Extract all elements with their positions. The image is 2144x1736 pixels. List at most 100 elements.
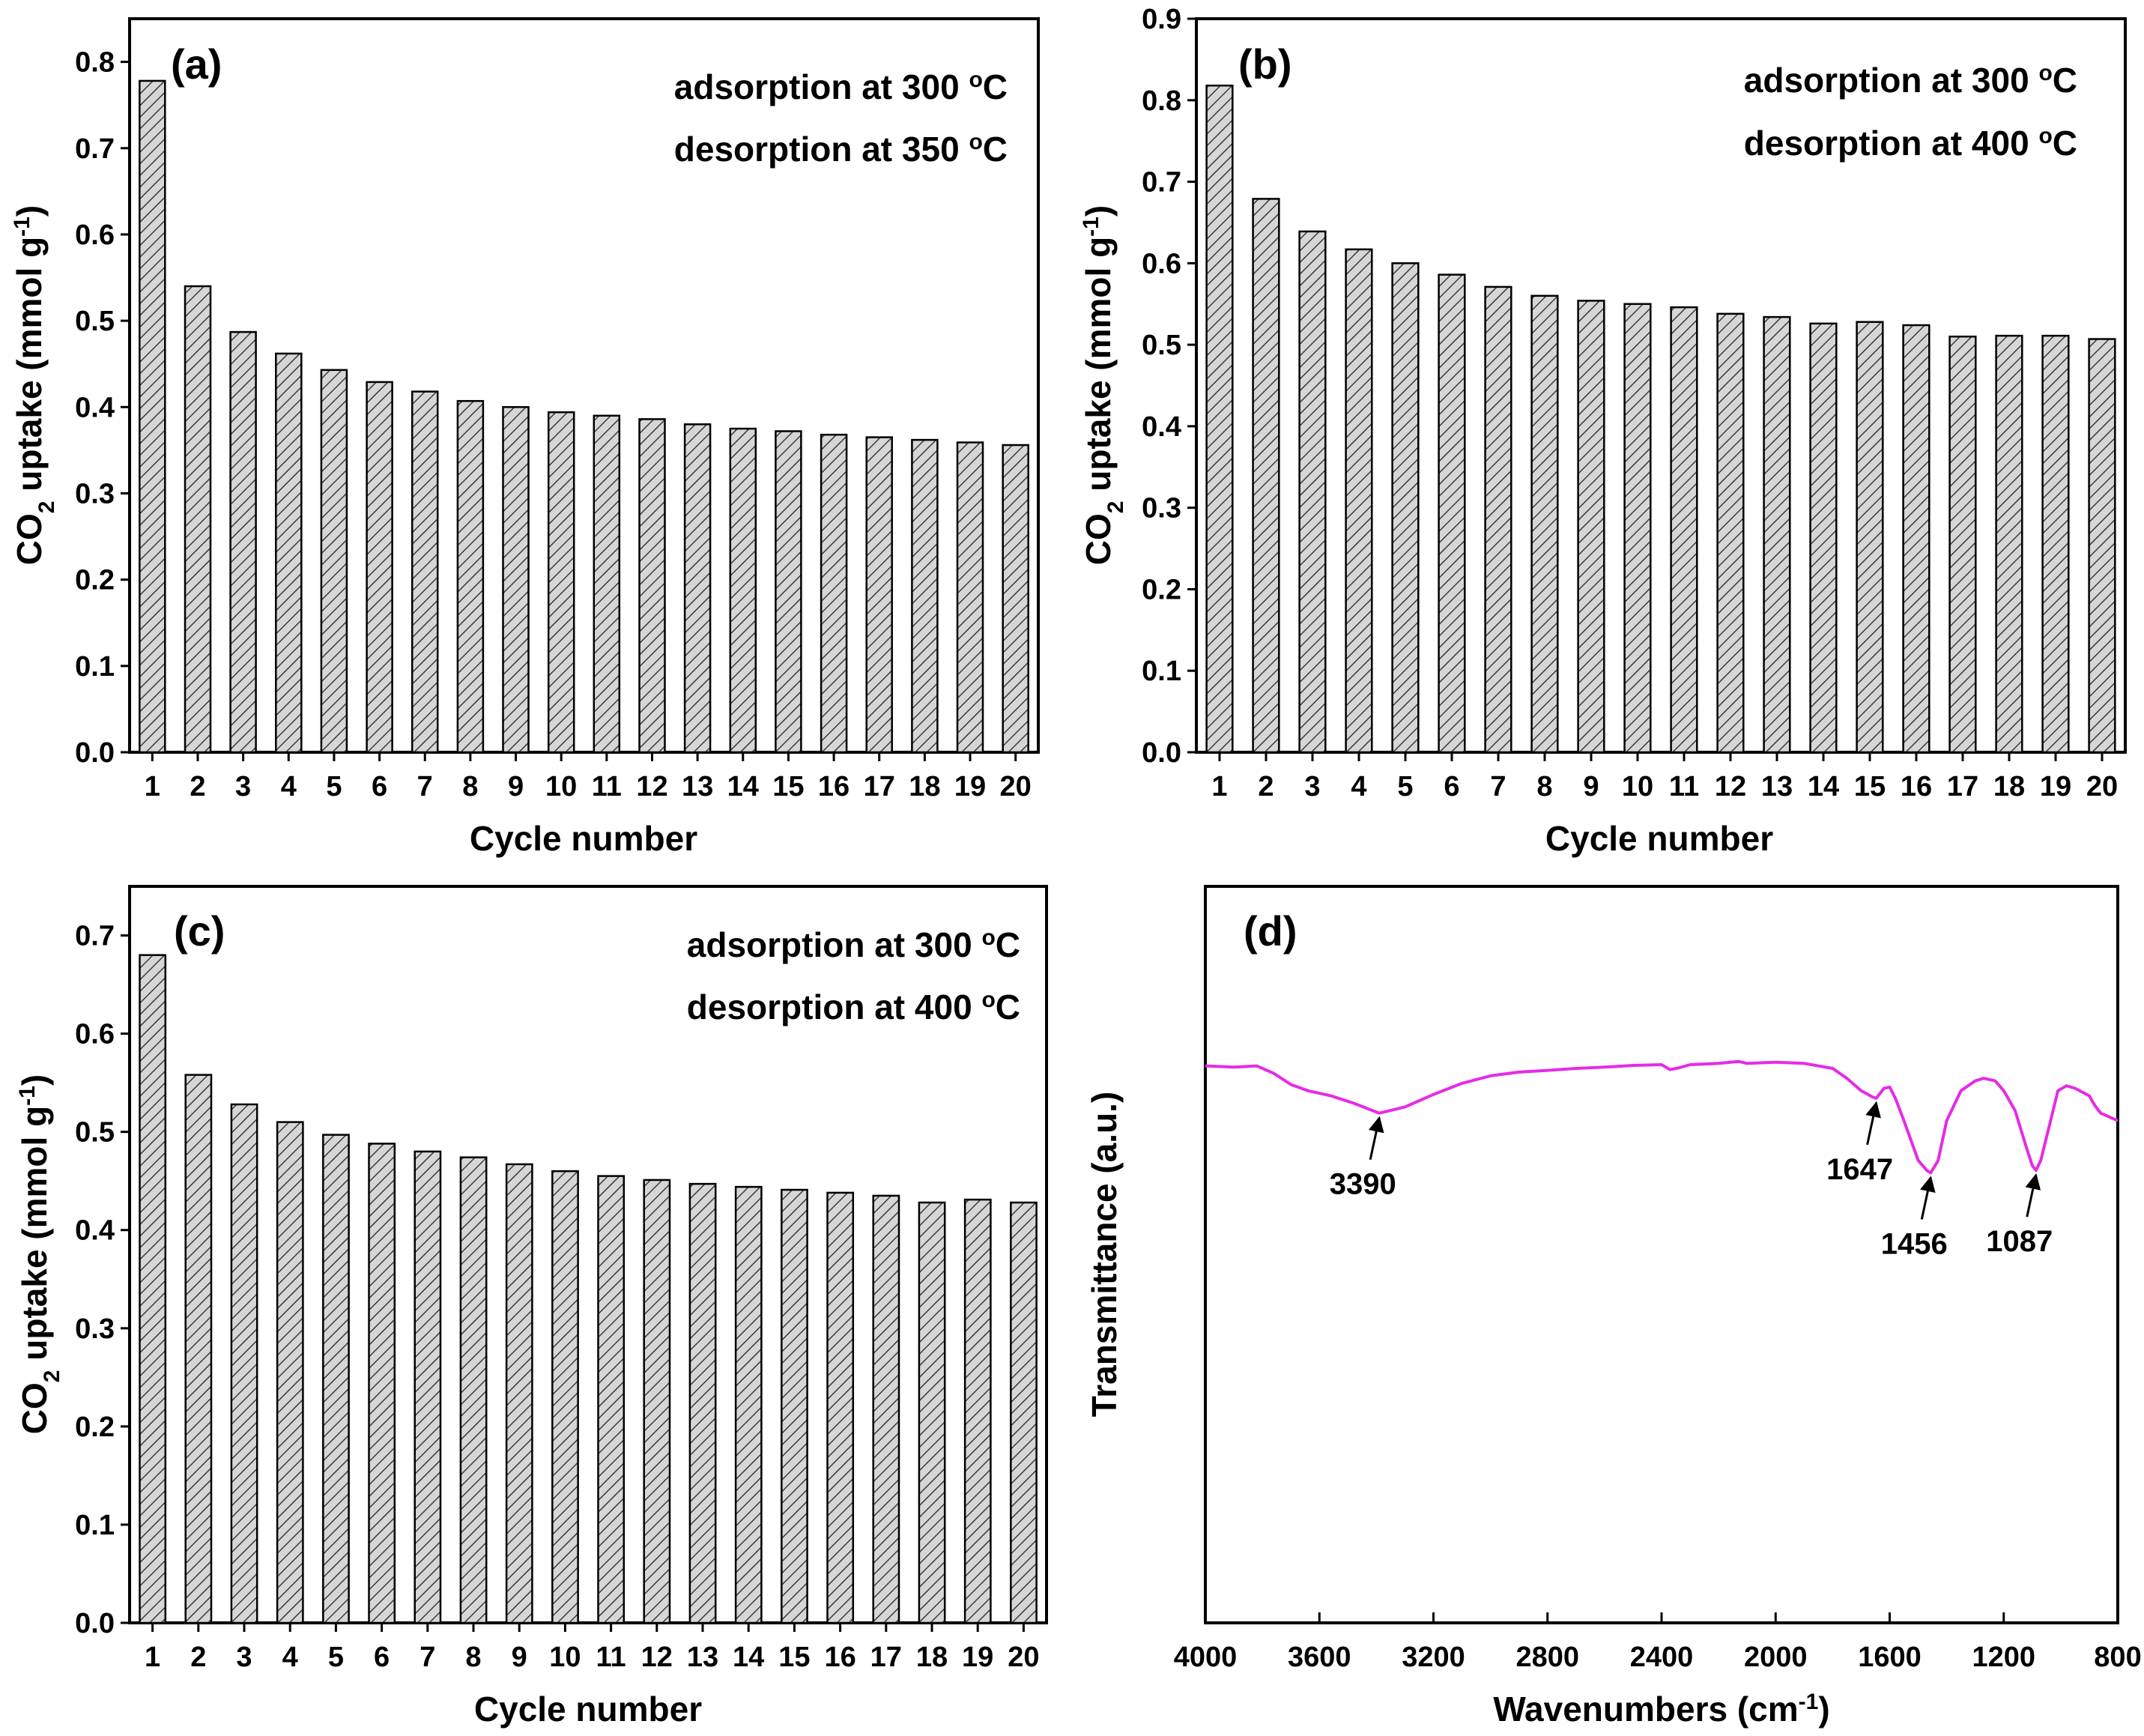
x-tick-label: 14 — [1808, 771, 1839, 802]
x-tick-label: 16 — [818, 771, 850, 802]
x-tick-label: 6 — [372, 771, 387, 802]
plot-frame-c — [128, 885, 1048, 1624]
x-tick-label: 4 — [282, 1642, 298, 1673]
x-tick-label: 15 — [1854, 771, 1886, 802]
bar — [551, 1170, 579, 1624]
x-tick-label: 16 — [1901, 771, 1932, 802]
bar — [775, 430, 802, 754]
annotation-a-desorption: desorption at 350 oC — [674, 130, 1008, 169]
x-tick-label: 1 — [145, 771, 160, 802]
y-ticks-c: 0.0 0.1 0.2 0.3 0.4 0.5 0.6 0.7 — [75, 921, 130, 1639]
x-tick-label: 13 — [687, 1642, 718, 1673]
x-tick-label: 15 — [778, 1642, 810, 1673]
bar — [411, 390, 439, 754]
x-axis-title-d: Wavenumbers (cm-1) — [1493, 1690, 1829, 1729]
x-tick-label: 7 — [1490, 771, 1506, 802]
bar — [2088, 338, 2116, 754]
chart-panel-d: 4000 3600 3200 2800 2400 2000 1600 1200 800 3390… — [1085, 885, 2142, 1729]
y-ticks-b: 0.0 0.1 0.2 0.3 0.4 0.5 0.6 0.7 0.8 0.9 — [1142, 4, 1196, 769]
bar — [2041, 334, 2070, 754]
x-tick-label: 9 — [512, 1642, 527, 1673]
bars-a — [139, 79, 1029, 754]
x-tick-label: 1200 — [1972, 1642, 2035, 1673]
bar — [734, 1185, 763, 1624]
x-tick-label: 1 — [145, 1642, 160, 1673]
bar — [1948, 335, 1977, 754]
bar — [275, 352, 303, 754]
x-tick-label: 19 — [962, 1642, 993, 1673]
bar — [1902, 324, 1930, 754]
x-tick-label: 17 — [864, 771, 895, 802]
bar — [865, 436, 893, 754]
x-tick-label: 18 — [909, 771, 940, 802]
y-tick-label: 0.2 — [75, 1412, 115, 1443]
y-tick-label: 0.3 — [75, 1313, 115, 1345]
bar — [781, 1188, 808, 1624]
y-axis-title-a: CO2 uptake (mmol g-1) — [10, 205, 59, 565]
x-tick-label: 3 — [1304, 771, 1320, 802]
y-tick-label: 0.8 — [75, 47, 115, 79]
x-tick-label: 8 — [462, 771, 478, 802]
bar — [1670, 306, 1698, 754]
y-tick-label: 0.2 — [1142, 574, 1181, 605]
y-tick-label: 0.7 — [75, 921, 115, 952]
chart-panel-c: 0.00.10.20.30.40.50.60.7 1 2 3 4 5 6 7 8 9 10 11 12… — [15, 885, 1048, 1729]
bar — [1252, 198, 1280, 754]
peak-arrow — [1920, 1176, 1936, 1220]
y-axis-title-b: CO2 uptake (mmol g-1) — [1079, 205, 1128, 565]
y-ticks-a: 0.0 0.1 0.2 0.3 0.4 0.5 0.6 0.7 0.8 — [75, 47, 130, 769]
bar — [597, 1175, 626, 1624]
x-ticks-c: 1 2 3 4 5 6 7 8 9 10 11 12 13 14 15 16 17 18 19 20 — [145, 1623, 1040, 1673]
bar — [1205, 84, 1234, 754]
bar — [643, 1179, 671, 1624]
plot-frame-a — [128, 17, 1040, 754]
x-tick-label: 11 — [1669, 771, 1699, 802]
bar — [368, 1143, 396, 1624]
annotation-c-adsorption: adsorption at 300 oC — [687, 925, 1020, 965]
bar — [547, 411, 575, 754]
bar — [456, 399, 485, 754]
bar — [230, 1103, 258, 1624]
y-tick-label: 0.4 — [1142, 411, 1181, 443]
x-axis-title-b: Cycle number — [1545, 819, 1773, 858]
x-tick-label: 15 — [772, 771, 804, 802]
bar — [322, 1134, 350, 1624]
x-tick-label: 4000 — [1174, 1642, 1238, 1673]
x-tick-label: 10 — [545, 771, 577, 802]
x-tick-label: 13 — [1761, 771, 1793, 802]
bar — [1856, 321, 1884, 754]
x-tick-label: 2400 — [1630, 1642, 1694, 1673]
x-tick-label: 1 — [1211, 771, 1227, 802]
bar — [956, 441, 984, 754]
x-tick-label: 5 — [328, 1642, 344, 1673]
bar — [1345, 248, 1373, 754]
bar — [1002, 444, 1029, 754]
x-tick-label: 20 — [1008, 1642, 1039, 1673]
y-tick-label: 0.6 — [75, 220, 115, 251]
bar — [366, 381, 393, 754]
x-tick-label: 4 — [281, 771, 297, 802]
x-tick-label: 3 — [236, 1642, 252, 1673]
panel-label-c: (c) — [174, 907, 225, 955]
x-tick-label: 20 — [1000, 771, 1032, 802]
x-tick-label: 3200 — [1402, 1642, 1465, 1673]
chart-panel-a: 0.00.10.20.30.40.50.60.70.8 1 2 3 4 5 6 7 8 9 10 1… — [10, 17, 1040, 858]
x-tick-label: 5 — [1397, 771, 1413, 802]
bar — [502, 406, 530, 754]
bar — [139, 79, 166, 754]
y-tick-label: 0.0 — [75, 1608, 115, 1639]
bar — [963, 1198, 992, 1624]
bar — [184, 1074, 213, 1624]
y-tick-label: 0.6 — [1142, 248, 1181, 279]
y-tick-label: 0.7 — [75, 133, 115, 165]
x-tick-label: 2 — [1258, 771, 1274, 802]
y-tick-label: 0.0 — [1142, 737, 1181, 769]
x-tick-label: 13 — [682, 771, 713, 802]
x-ticks-a: 1 2 3 4 5 6 7 8 9 10 11 12 13 14 15 16 17 18 19 20 — [145, 752, 1032, 802]
x-ticks-d: 4000 3600 3200 2800 2400 2000 1600 1200 800 — [1174, 1612, 2142, 1673]
x-tick-label: 17 — [1947, 771, 1978, 802]
annotation-a-adsorption: adsorption at 300 oC — [674, 67, 1008, 107]
x-tick-label: 18 — [916, 1642, 948, 1673]
bar — [139, 954, 167, 1624]
x-tick-label: 8 — [1536, 771, 1552, 802]
